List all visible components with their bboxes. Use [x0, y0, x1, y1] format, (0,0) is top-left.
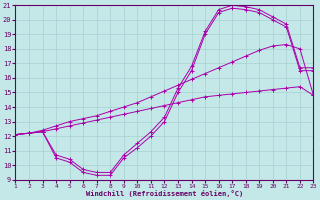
- X-axis label: Windchill (Refroidissement éolien,°C): Windchill (Refroidissement éolien,°C): [86, 190, 243, 197]
